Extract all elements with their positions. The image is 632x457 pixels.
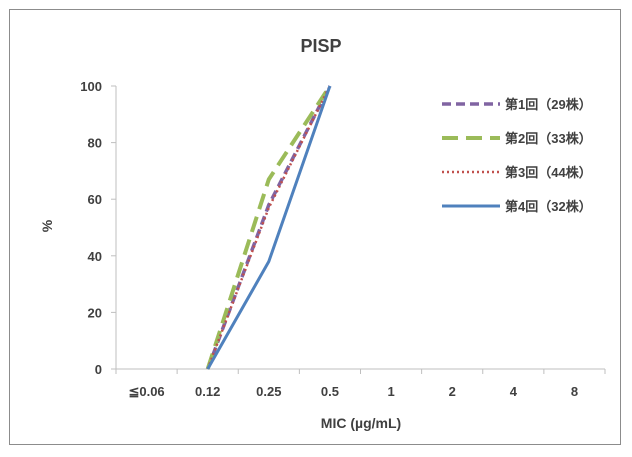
legend-label: 第2回（33株） [505,131,592,146]
legend-label: 第4回（32株） [505,199,592,214]
legend: 第1回（29株） 第2回（33株） 第3回（44株） 第4回（32株） [442,97,592,214]
y-tick-label: 80 [88,136,102,151]
series-line-4 [206,85,332,370]
series-line-3 [206,85,332,370]
legend-label: 第1回（29株） [505,97,592,112]
y-tick-label: 60 [88,192,102,207]
x-tick-label: 1 [387,384,394,399]
x-tick-label: 4 [510,384,518,399]
x-tick-label: 0.5 [321,384,339,399]
y-tick-label: 0 [95,362,102,377]
chart-frame [9,9,621,445]
y-tick-label: 20 [88,305,102,320]
y-tick-label: 100 [80,79,102,94]
x-axis-label: MIC (µg/mL) [321,415,401,431]
legend-label: 第3回（44株） [505,165,592,180]
x-tick-label: 2 [449,384,456,399]
chart-title: PISP [300,36,341,56]
x-tick-label: ≦0.06 [128,384,164,399]
y-axis-label: % [39,219,55,232]
series-line-1 [206,85,332,370]
series-line-2 [205,84,332,370]
x-tick-label: 8 [571,384,578,399]
y-tick-label: 40 [88,249,102,264]
x-tick-label: 0.12 [195,384,220,399]
x-tick-label: 0.25 [256,384,281,399]
